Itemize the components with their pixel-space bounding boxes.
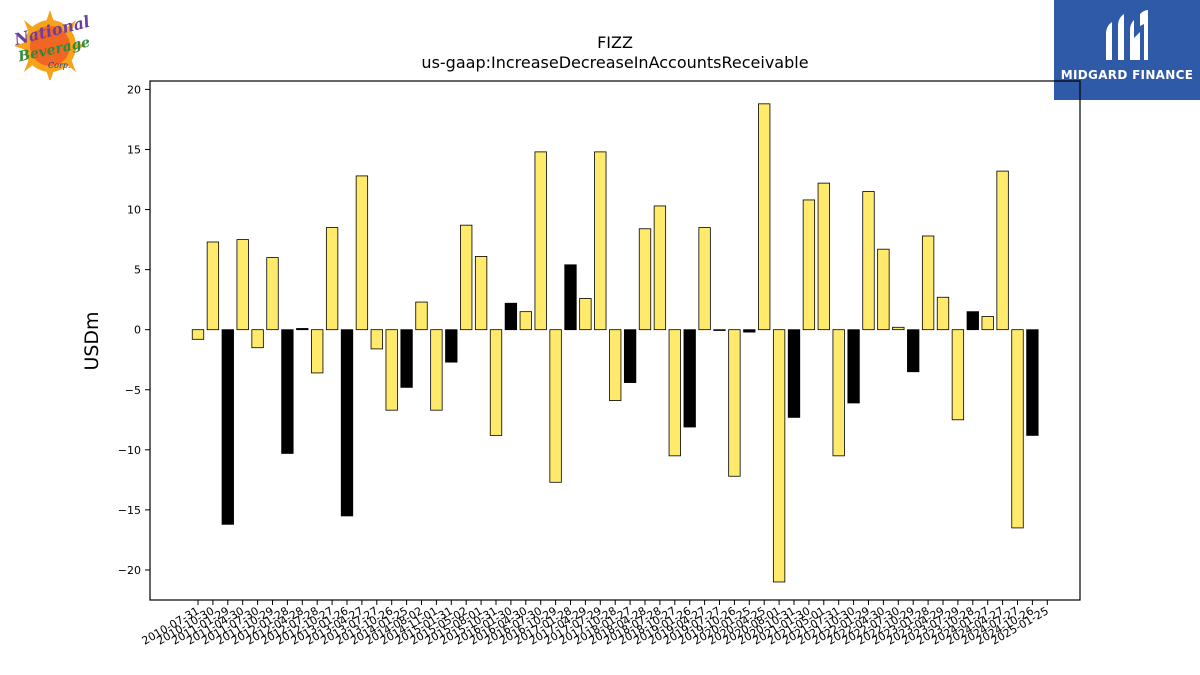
bar-2024-01-27 bbox=[981, 316, 994, 331]
y-tick-label: −5 bbox=[125, 384, 141, 397]
bar-2016-01-30 bbox=[504, 302, 518, 331]
y-tick-label: −20 bbox=[118, 564, 141, 577]
y-tick-label: 5 bbox=[134, 264, 141, 277]
bar-2015-08-01 bbox=[474, 255, 488, 331]
bar-2024-10-26 bbox=[1026, 329, 1039, 436]
svg-text:Corp.: Corp. bbox=[48, 61, 70, 70]
bar-2017-04-29 bbox=[579, 298, 592, 331]
bar-2013-10-26 bbox=[385, 329, 398, 411]
bar-2015-05-02 bbox=[460, 224, 473, 331]
y-tick-label: 10 bbox=[127, 204, 141, 217]
bar-2018-07-28 bbox=[653, 205, 667, 331]
y-tick-label: 15 bbox=[127, 143, 141, 156]
midgard-finance-wordmark: MIDGARD FINANCE bbox=[1060, 68, 1194, 82]
bar-2010-07-31 bbox=[191, 329, 205, 340]
national-beverage-logo: National Beverage Corp. bbox=[4, 4, 94, 82]
bar-2014-11-01 bbox=[430, 329, 443, 411]
sunburst-icon bbox=[14, 10, 86, 82]
bar-2011-07-30 bbox=[251, 329, 264, 349]
bar-series bbox=[191, 103, 1039, 583]
bar-2018-04-28 bbox=[638, 228, 652, 331]
bar-2013-04-27 bbox=[355, 175, 369, 331]
bar-2023-07-29 bbox=[951, 329, 965, 421]
bar-2010-10-30 bbox=[206, 241, 220, 331]
bar-2014-01-25 bbox=[400, 329, 413, 388]
y-axis-ticks: −20 −15 −10 −5 0 5 10 15 20 bbox=[118, 83, 150, 577]
bar-2021-07-31 bbox=[832, 329, 845, 457]
bar-2015-10-31 bbox=[489, 329, 503, 436]
bar-2012-10-27 bbox=[325, 227, 339, 331]
x-axis-ticks: 2010-07-312010-10-302011-01-292011-04-30… bbox=[140, 600, 1051, 648]
bar-2016-07-30 bbox=[534, 151, 547, 331]
bar-2023-10-28 bbox=[966, 311, 979, 331]
bar-2021-10-30 bbox=[847, 329, 860, 404]
bar-2022-10-29 bbox=[907, 329, 920, 373]
plot-frame bbox=[149, 80, 1081, 601]
bar-2023-04-29 bbox=[936, 296, 950, 331]
y-axis-label: USDm bbox=[81, 311, 103, 370]
bar-2017-10-28 bbox=[609, 329, 622, 401]
y-tick-label: −15 bbox=[118, 504, 141, 517]
bar-2017-01-28 bbox=[564, 264, 577, 331]
bar-2022-01-29 bbox=[862, 191, 875, 331]
bar-2019-04-27 bbox=[698, 227, 711, 331]
bar-2019-07-27 bbox=[713, 329, 726, 331]
bar-2013-01-26 bbox=[340, 329, 354, 517]
y-tick-label: −10 bbox=[118, 444, 141, 457]
bar-2018-10-27 bbox=[668, 329, 681, 457]
bar-2022-07-30 bbox=[892, 326, 905, 331]
bar-2011-10-29 bbox=[266, 257, 279, 331]
midgard-finance-logo: MIDGARD FINANCE bbox=[1054, 0, 1200, 100]
bar-2012-07-28 bbox=[311, 329, 324, 374]
bar-2017-07-29 bbox=[594, 151, 607, 331]
y-tick-label: 0 bbox=[134, 324, 141, 337]
bar-2012-01-28 bbox=[281, 329, 294, 454]
bar-2020-10-31 bbox=[787, 329, 801, 418]
bar-2019-10-26 bbox=[728, 329, 741, 477]
bar-2023-01-28 bbox=[921, 235, 935, 331]
bar-2020-01-25 bbox=[743, 329, 756, 333]
bar-2013-07-27 bbox=[370, 329, 383, 350]
bar-2020-04-25 bbox=[758, 103, 771, 331]
midgard-mark-icon bbox=[1106, 10, 1148, 60]
bar-2022-04-30 bbox=[877, 248, 890, 331]
bar-2016-04-30 bbox=[519, 311, 532, 331]
bar-2011-04-30 bbox=[236, 239, 249, 331]
y-tick-label: 20 bbox=[127, 83, 141, 96]
bar-2024-04-27 bbox=[996, 170, 1009, 331]
bar-2011-01-29 bbox=[221, 329, 234, 525]
bar-2012-04-28 bbox=[296, 328, 309, 331]
bar-2020-08-01 bbox=[772, 329, 786, 583]
bar-2018-01-27 bbox=[623, 329, 637, 383]
bar-2016-10-29 bbox=[549, 329, 562, 483]
bar-2014-08-02 bbox=[415, 301, 428, 331]
bar-2021-05-01 bbox=[817, 182, 830, 331]
bar-2021-01-30 bbox=[802, 199, 816, 331]
chart-title: FIZZ bbox=[597, 33, 633, 52]
chart-subtitle: us-gaap:IncreaseDecreaseInAccountsReceiv… bbox=[421, 53, 808, 72]
bar-2024-07-27 bbox=[1011, 329, 1024, 529]
bar-2015-01-31 bbox=[445, 329, 458, 363]
bar-2019-01-26 bbox=[683, 329, 696, 428]
